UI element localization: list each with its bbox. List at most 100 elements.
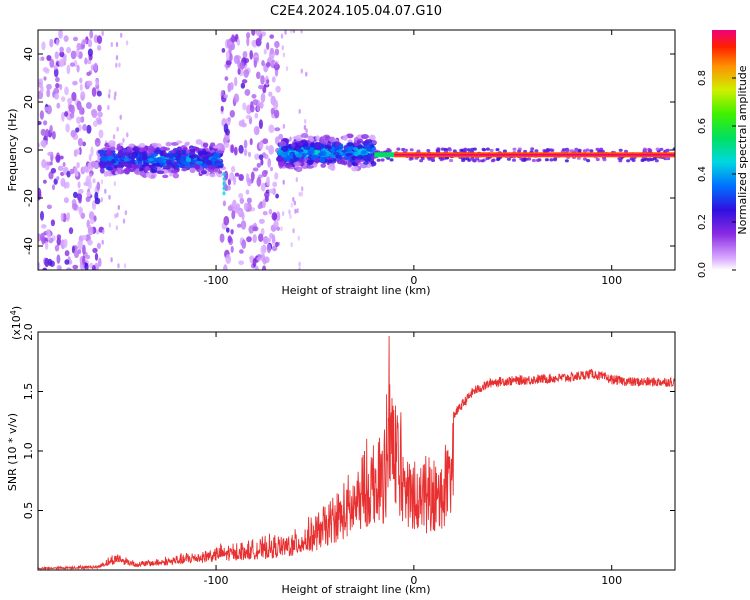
heatmap-cell <box>115 42 119 47</box>
heatmap-cell <box>122 218 126 224</box>
heatmap-cell <box>56 254 61 264</box>
heatmap-cell <box>275 241 279 248</box>
heatmap-cell <box>58 30 63 39</box>
heatmap-cell <box>472 147 477 151</box>
heatmap-cell <box>66 46 72 54</box>
heatmap-cell <box>238 260 245 266</box>
y-tick-label: 20 <box>22 95 35 109</box>
heatmap-cell <box>101 239 104 245</box>
heatmap-panel: -100 0 100 -40 -20 0 20 40 Height of straight … <box>6 29 676 297</box>
heatmap-cell <box>290 142 296 148</box>
heatmap-cell <box>129 155 136 160</box>
heatmap-cell <box>63 197 69 204</box>
heatmap-cell <box>46 204 52 210</box>
heatmap-cell <box>256 103 260 112</box>
heatmap-cell <box>107 105 110 111</box>
heatmap-cell <box>301 186 304 192</box>
x-tick-label: 100 <box>601 274 622 287</box>
y-tick-label: 40 <box>22 47 35 61</box>
heatmap-cell <box>41 56 45 61</box>
heatmap-cell <box>278 140 287 147</box>
heatmap-cell <box>292 30 296 34</box>
heatmap-cell <box>247 151 252 158</box>
heatmap-cell <box>485 147 490 151</box>
heatmap-cell <box>269 166 274 172</box>
heatmap-cell <box>53 178 58 185</box>
heatmap-cell <box>97 111 103 118</box>
heatmap-cell <box>293 161 302 167</box>
heatmap-cell <box>38 120 42 126</box>
heatmap-cell <box>72 36 79 42</box>
heatmap-cell <box>82 141 87 147</box>
heatmap-cell <box>275 211 281 222</box>
heatmap-cell <box>150 166 159 173</box>
heatmap-cell <box>477 159 482 163</box>
heatmap-cell <box>78 206 83 216</box>
heatmap-cell <box>105 166 114 171</box>
heatmap-cell <box>80 116 85 123</box>
heatmap-cell <box>258 154 264 160</box>
heatmap-cell <box>256 162 261 168</box>
heatmap-cell <box>137 159 143 166</box>
heatmap-cell <box>234 172 240 177</box>
heatmap-cell <box>46 88 51 98</box>
heatmap-cell <box>357 144 364 149</box>
heatmap-cell <box>102 229 105 235</box>
heatmap-cell <box>268 144 275 155</box>
heatmap-cell <box>66 64 71 75</box>
heatmap-cell <box>85 196 91 203</box>
heatmap-y-ticks: -40 -20 0 20 40 <box>22 47 675 255</box>
heatmap-cell <box>123 263 127 269</box>
heatmap-cell <box>132 146 140 152</box>
heatmap-cell <box>115 225 119 231</box>
heatmap-cell <box>42 120 48 126</box>
heatmap-cell <box>71 245 75 254</box>
heatmap-cell <box>150 174 156 179</box>
heatmap-cell <box>41 224 47 229</box>
heatmap-cell <box>267 157 272 168</box>
heatmap-cell <box>544 158 549 162</box>
tone-line-core <box>394 154 675 156</box>
heatmap-cell <box>51 184 56 191</box>
colorbar-tick-label: 0.8 <box>697 70 708 86</box>
heatmap-cell <box>88 211 95 221</box>
heatmap-cell <box>252 167 259 172</box>
heatmap-cell <box>282 179 285 185</box>
heatmap-cell <box>465 157 470 161</box>
heatmap-cell <box>262 211 268 216</box>
heatmap-cell <box>38 191 42 201</box>
heatmap-cell <box>396 147 401 151</box>
heatmap-cell <box>269 34 275 39</box>
heatmap-cell <box>165 141 172 147</box>
heatmap-cell <box>47 151 53 157</box>
heatmap-cell <box>108 88 111 94</box>
heatmap-cell <box>363 161 369 165</box>
heatmap-cell <box>54 244 60 252</box>
heatmap-cell <box>293 200 296 206</box>
heatmap-cell <box>332 151 340 156</box>
heatmap-cell <box>66 267 72 270</box>
heatmap-cell <box>326 152 331 157</box>
heatmap-cell <box>209 142 216 148</box>
heatmap-cell <box>75 48 80 58</box>
heatmap-cell <box>530 147 535 151</box>
heatmap-cell <box>254 153 260 160</box>
heatmap-cell <box>482 148 487 152</box>
heatmap-cell <box>290 30 293 34</box>
heatmap-cell <box>241 239 247 250</box>
heatmap-cell <box>92 247 98 253</box>
heatmap-cell <box>92 178 96 184</box>
heatmap-cell <box>99 167 105 174</box>
heatmap-cell <box>258 233 264 243</box>
heatmap-cell <box>618 148 623 152</box>
heatmap-cell <box>241 79 248 84</box>
heatmap-cell <box>144 162 150 167</box>
heatmap-cell <box>157 156 165 163</box>
heatmap-cell <box>309 137 315 142</box>
heatmap-cell <box>224 76 229 81</box>
heatmap-cell <box>90 160 96 168</box>
heatmap-cell <box>76 42 82 51</box>
heatmap-cell <box>356 140 362 145</box>
heatmap-cell <box>221 48 226 53</box>
heatmap-cell <box>252 234 257 243</box>
